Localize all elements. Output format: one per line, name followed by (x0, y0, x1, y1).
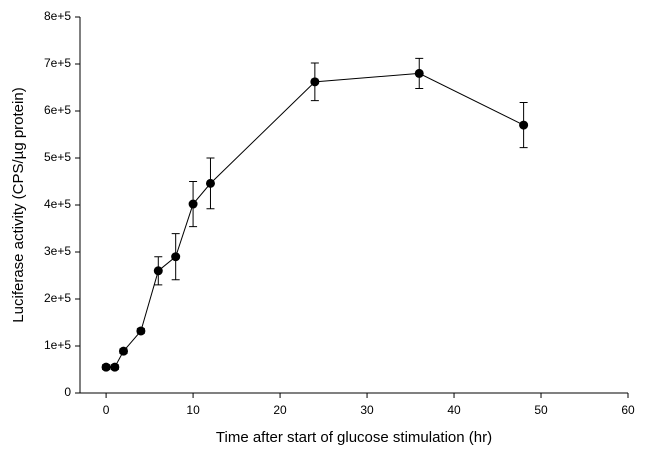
y-tick-label: 0 (64, 385, 71, 399)
y-tick-label: 2e+5 (44, 291, 71, 305)
data-point (414, 68, 424, 78)
y-tick-label: 1e+5 (44, 338, 71, 352)
x-tick-label: 50 (534, 403, 548, 417)
data-point (118, 346, 128, 356)
y-tick-label: 4e+5 (44, 197, 71, 211)
x-tick-label: 10 (186, 403, 200, 417)
data-point (101, 362, 111, 372)
x-axis-label: Time after start of glucose stimulation … (216, 429, 492, 446)
data-point (188, 199, 198, 209)
y-tick-label: 7e+5 (44, 56, 71, 70)
data-point (205, 178, 215, 188)
x-tick-label: 30 (360, 403, 374, 417)
y-tick-label: 3e+5 (44, 244, 71, 258)
y-tick-label: 8e+5 (44, 9, 71, 23)
x-tick-label: 0 (103, 403, 110, 417)
data-point (171, 252, 181, 262)
y-tick-label: 5e+5 (44, 150, 71, 164)
data-point (110, 362, 120, 372)
y-tick-label: 6e+5 (44, 103, 71, 117)
data-line (106, 72, 524, 368)
data-point (136, 326, 146, 336)
x-tick-label: 20 (273, 403, 287, 417)
data-point (310, 77, 320, 87)
data-point (153, 266, 163, 276)
x-tick-label: 40 (447, 403, 461, 417)
y-axis-label: Luciferase activity (CPS/µg protein) (10, 87, 27, 322)
data-point (519, 120, 529, 130)
x-tick-label: 60 (621, 403, 635, 417)
